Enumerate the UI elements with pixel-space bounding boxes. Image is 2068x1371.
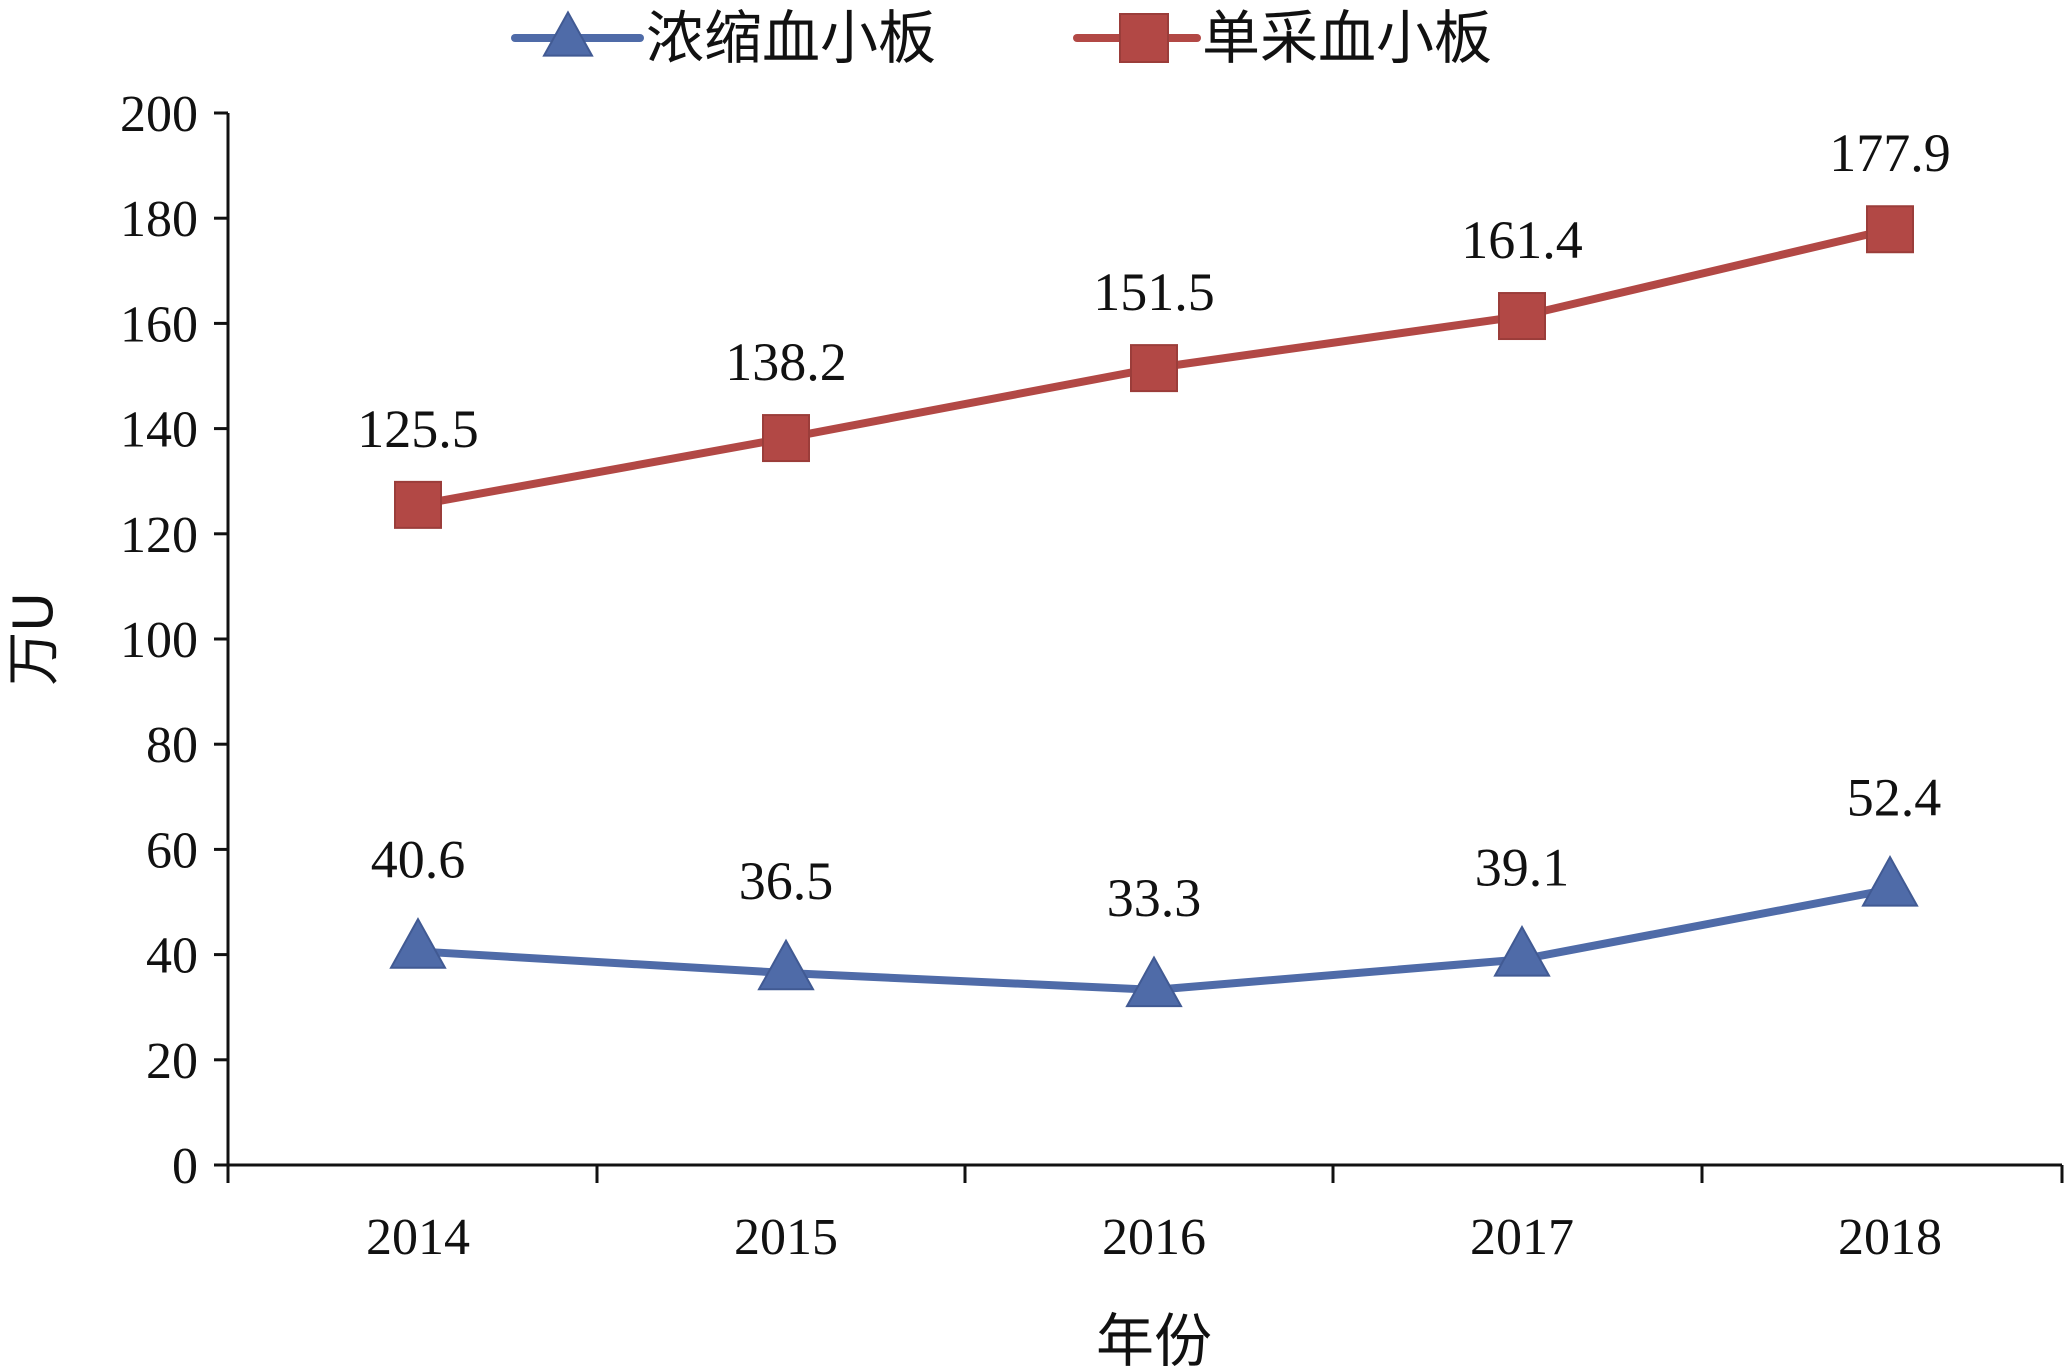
legend: 浓缩血小板 单采血小板 bbox=[511, 4, 1492, 72]
series-1-label-3: 161.4 bbox=[1461, 210, 1583, 270]
series-1-label-1: 138.2 bbox=[725, 332, 847, 392]
series-1-point-2 bbox=[1130, 344, 1178, 393]
y-tick-label-160: 160 bbox=[120, 296, 198, 353]
y-tick-label-100: 100 bbox=[120, 612, 198, 669]
y-axis-ticks: 0 20 40 60 80 100 120 140 160 180 200 bbox=[120, 86, 228, 1195]
series-0-point-1 bbox=[757, 938, 815, 991]
y-tick-label-180: 180 bbox=[120, 191, 198, 248]
x-tick-label-2017: 2017 bbox=[1470, 1209, 1574, 1266]
series-0: 40.6 36.5 33.3 39.1 52.4 bbox=[371, 767, 1942, 1008]
y-tick-label-40: 40 bbox=[146, 928, 198, 985]
series-0-point-0 bbox=[389, 917, 447, 969]
series-1-point-4 bbox=[1866, 205, 1914, 254]
series-0-label-4: 52.4 bbox=[1847, 767, 1942, 827]
y-tick-label-200: 200 bbox=[120, 86, 198, 143]
y-tick-label-140: 140 bbox=[120, 402, 198, 459]
series-1-point-3 bbox=[1498, 292, 1546, 341]
y-tick-label-80: 80 bbox=[146, 717, 198, 774]
series-0-point-4 bbox=[1861, 855, 1919, 907]
y-tick-label-120: 120 bbox=[120, 507, 198, 564]
legend-marker-series-0 bbox=[542, 10, 594, 57]
y-tick-label-20: 20 bbox=[146, 1033, 198, 1090]
y-axis-title: 万U bbox=[2, 592, 65, 686]
x-tick-label-2015: 2015 bbox=[734, 1209, 838, 1266]
series-0-label-0: 40.6 bbox=[371, 829, 466, 889]
legend-item-1: 单采血小板 bbox=[1073, 4, 1492, 72]
x-tick-label-2016: 2016 bbox=[1102, 1209, 1206, 1266]
series-1-label-4: 177.9 bbox=[1829, 123, 1951, 183]
series-0-label-2: 33.3 bbox=[1107, 868, 1202, 928]
x-axis-title: 年份 bbox=[1096, 1307, 1212, 1371]
legend-marker-series-1 bbox=[1119, 13, 1169, 63]
x-tick-label-2018: 2018 bbox=[1838, 1209, 1942, 1266]
legend-label-series-0: 浓缩血小板 bbox=[646, 4, 936, 72]
series-1-label-0: 125.5 bbox=[357, 399, 479, 459]
series-1: 125.5 138.2 151.5 161.4 177.9 bbox=[357, 123, 1951, 529]
series-0-point-2 bbox=[1125, 955, 1183, 1008]
y-tick-label-0: 0 bbox=[172, 1138, 198, 1195]
legend-label-series-1: 单采血小板 bbox=[1202, 4, 1492, 72]
y-tick-label-60: 60 bbox=[146, 822, 198, 879]
x-axis-ticks: 2014 2015 2016 2017 2018 bbox=[226, 1165, 2064, 1266]
legend-item-0: 浓缩血小板 bbox=[511, 4, 936, 72]
series-0-label-1: 36.5 bbox=[739, 851, 834, 911]
x-tick-label-2014: 2014 bbox=[366, 1209, 470, 1266]
series-layer: 40.6 36.5 33.3 39.1 52.4 125.5 138.2 151.5 161.4… bbox=[357, 123, 1951, 1008]
series-0-point-3 bbox=[1493, 924, 1551, 977]
series-1-point-0 bbox=[394, 480, 442, 529]
series-1-label-2: 151.5 bbox=[1093, 262, 1215, 322]
series-0-label-3: 39.1 bbox=[1475, 837, 1570, 897]
series-1-point-1 bbox=[762, 414, 810, 463]
